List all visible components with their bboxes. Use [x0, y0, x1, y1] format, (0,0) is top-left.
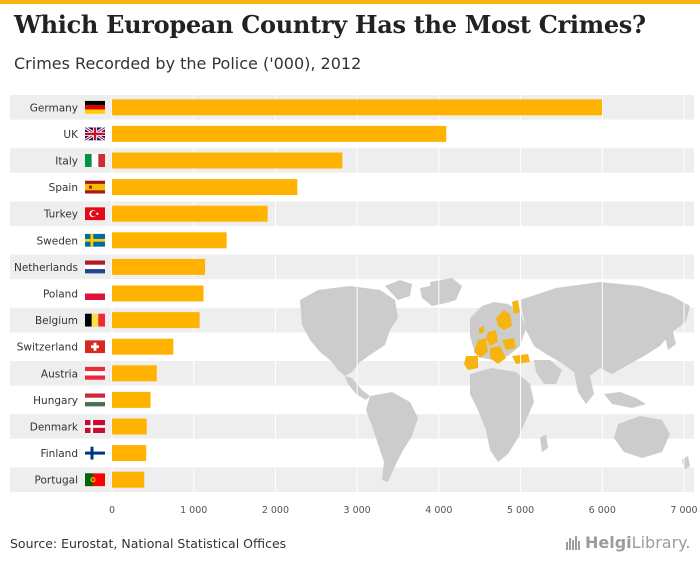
flags	[85, 100, 105, 487]
category-label: Germany	[30, 102, 78, 114]
flag-sweden-icon	[85, 233, 105, 247]
bars	[112, 99, 603, 488]
flag-italy-icon	[85, 154, 105, 167]
bar-austria	[112, 365, 157, 382]
bar-switzerland	[112, 338, 174, 355]
category-label: Portugal	[35, 475, 79, 487]
bar-denmark	[112, 418, 147, 435]
flag-poland-icon	[85, 287, 105, 300]
flag-denmark-icon	[85, 420, 105, 433]
category-label: Spain	[49, 182, 78, 194]
bar-netherlands	[112, 258, 206, 275]
category-label: Austria	[41, 368, 78, 380]
bar-germany	[112, 99, 603, 116]
flag-spain-icon	[85, 180, 105, 194]
x-tick-label: 1 000	[180, 505, 207, 516]
category-label: Turkey	[43, 209, 78, 221]
bar-turkey	[112, 205, 268, 222]
flag-portugal-icon	[85, 473, 105, 487]
flag-uk-icon	[85, 127, 105, 141]
category-label: Netherlands	[14, 262, 78, 274]
x-tick-label: 0	[109, 505, 115, 516]
bar-portugal	[112, 471, 145, 488]
top-accent-bar	[0, 0, 700, 4]
x-tick-labels: 0 1 000 2 000 3 000 4 000 5 000 6 000 7 000	[109, 505, 698, 516]
source-note: Source: Eurostat, National Statistical O…	[10, 536, 287, 551]
category-label: Finland	[40, 448, 78, 460]
category-label: Switzerland	[17, 342, 78, 354]
flag-belgium-icon	[85, 313, 105, 327]
category-labels: Germany UK Italy Spain Turkey Sweden Netherlan…	[14, 102, 79, 486]
chart-title: Which European Country Has the Most Crim…	[14, 10, 646, 39]
world-map-background	[300, 278, 690, 482]
flag-turkey-icon	[85, 207, 105, 221]
bar-belgium	[112, 312, 200, 329]
bar-hungary	[112, 391, 151, 408]
x-tick-label: 2 000	[262, 505, 289, 516]
category-label: Hungary	[33, 395, 78, 407]
category-label: Poland	[43, 289, 78, 301]
category-label: Italy	[55, 156, 78, 168]
x-tick-label: 3 000	[344, 505, 371, 516]
flag-germany-icon	[85, 100, 105, 114]
bar-finland	[112, 445, 147, 462]
helgilibrary-logo[interactable]: HelgiLibrary.	[566, 533, 690, 554]
category-label: Sweden	[37, 235, 79, 247]
flag-netherlands-icon	[85, 260, 105, 274]
bar-sweden	[112, 232, 227, 249]
x-tick-label: 5 000	[507, 505, 534, 516]
category-label: Belgium	[35, 315, 78, 327]
library-icon	[566, 535, 581, 554]
chart-subtitle: Crimes Recorded by the Police ('000), 20…	[14, 54, 362, 73]
category-label: UK	[63, 129, 79, 141]
flag-hungary-icon	[85, 393, 105, 407]
flag-switzerland-icon	[85, 340, 105, 354]
category-label: Denmark	[30, 422, 79, 434]
x-tick-label: 7 000	[670, 505, 697, 516]
flag-finland-icon	[85, 446, 105, 460]
logo-rest: Library.	[631, 533, 691, 552]
bar-spain	[112, 179, 298, 196]
x-tick-label: 6 000	[589, 505, 616, 516]
bar-uk	[112, 125, 447, 142]
flag-austria-icon	[85, 366, 105, 380]
bar-poland	[112, 285, 204, 302]
logo-bold: Helgi	[585, 533, 632, 552]
x-tick-label: 4 000	[425, 505, 452, 516]
bar-italy	[112, 152, 343, 169]
